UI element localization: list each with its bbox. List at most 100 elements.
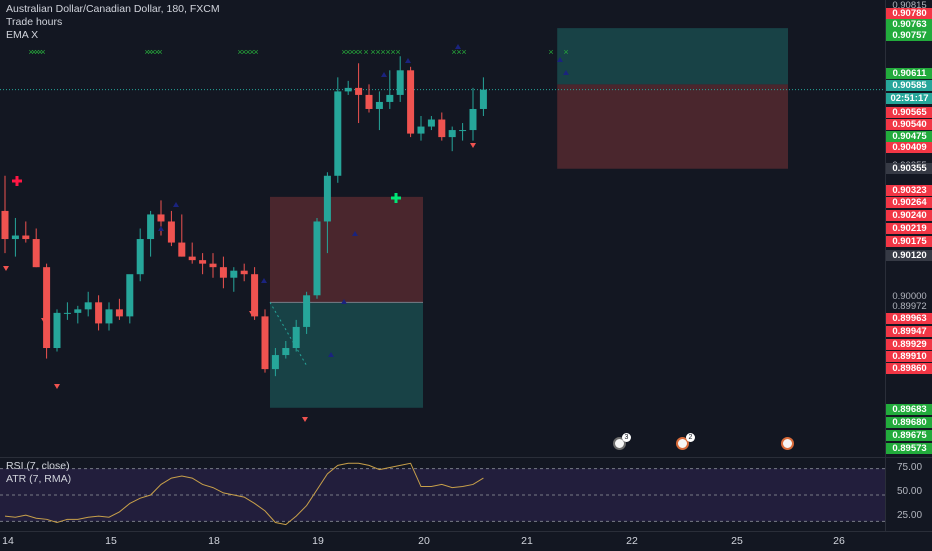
candle-body — [84, 302, 92, 310]
ema-cross-marker: × — [451, 47, 456, 57]
buy-signal-arrow — [455, 44, 461, 49]
candle-body — [1, 210, 9, 240]
price-badge: 0.89860 — [886, 363, 932, 374]
candle-body — [438, 119, 446, 138]
time-tick: 19 — [312, 535, 324, 547]
candle-body — [271, 355, 279, 370]
price-badge: 0.90120 — [886, 250, 932, 261]
price-badge: 0.89683 — [886, 404, 932, 415]
event-flag-icon[interactable] — [781, 437, 794, 450]
price-badge: 0.90355 — [886, 163, 932, 174]
ema-cross-marker: × — [345, 47, 350, 57]
symbol-title[interactable]: Australian Dollar/Canadian Dollar, 180, … — [6, 3, 220, 15]
candle-body — [178, 242, 186, 257]
price-badge: 02:51:17 — [886, 93, 932, 104]
ema-cross-marker: × — [390, 47, 395, 57]
price-badge: 0.90565 — [886, 107, 932, 118]
candle-body — [407, 70, 415, 134]
ema-cross-marker: × — [341, 47, 346, 57]
time-tick: 26 — [833, 535, 845, 547]
price-badge: 0.89573 — [886, 443, 932, 454]
ema-cross-marker: × — [375, 47, 380, 57]
ema-cross-marker: × — [37, 47, 42, 57]
short-position-profit-zone — [270, 302, 423, 408]
price-badge: 0.90409 — [886, 142, 932, 153]
candle-body — [115, 309, 123, 317]
candle-body — [230, 270, 238, 278]
candle-body — [303, 295, 311, 327]
sell-cross-marker — [15, 176, 19, 186]
ema-cross-marker: × — [40, 47, 45, 57]
ema-cross-marker: × — [237, 47, 242, 57]
buy-signal-arrow — [381, 72, 387, 77]
price-badge: 0.89675 — [886, 430, 932, 441]
price-scale[interactable]: 0.908150.903550.901200.900000.899720.897… — [885, 0, 932, 457]
price-tick: 0.90815 — [892, 0, 927, 11]
ema-cross-marker: × — [357, 47, 362, 57]
price-chart-pane[interactable]: × × × × × × × × × × × × × × × × × × × × × × × × × × × × × × × × Austral… — [0, 0, 885, 457]
event-count: 3 — [622, 433, 631, 442]
indicator-atr[interactable]: ATR (7, RMA) — [6, 473, 72, 485]
candle-body — [292, 326, 300, 349]
buy-signal-arrow — [405, 58, 411, 63]
long-position-profit-zone — [557, 28, 788, 85]
candle-body — [95, 302, 103, 324]
price-badge: 0.90240 — [886, 210, 932, 221]
ema-cross-marker: × — [31, 47, 36, 57]
ema-cross-marker: × — [253, 47, 258, 57]
ema-cross-marker: × — [144, 47, 149, 57]
price-badge: 0.90175 — [886, 236, 932, 247]
ema-cross-marker: × — [245, 47, 250, 57]
price-badge: 0.90264 — [886, 197, 932, 208]
candle-body — [355, 87, 363, 95]
candle-body — [126, 274, 134, 317]
event-flag-icon[interactable] — [676, 437, 689, 450]
buy-signal-arrow — [158, 226, 164, 231]
time-tick: 21 — [521, 535, 533, 547]
price-badge: 0.89910 — [886, 351, 932, 362]
candle-body — [417, 126, 425, 134]
price-badge: 0.90780 — [886, 8, 932, 19]
buy-signal-arrow — [341, 299, 347, 304]
ema-cross-marker: × — [34, 47, 39, 57]
ema-cross-marker: × — [395, 47, 400, 57]
ema-cross-marker: × — [461, 47, 466, 57]
indicator-rsi[interactable]: RSI (7, close) — [6, 460, 70, 472]
price-badge: 0.90763 — [886, 19, 932, 30]
rsi-chart[interactable] — [0, 458, 885, 532]
rsi-pane[interactable]: RSI (7, close) ATR (7, RMA) — [0, 457, 885, 532]
candle-body — [479, 89, 487, 109]
price-badge: 0.90475 — [886, 131, 932, 142]
candle-body — [74, 309, 82, 313]
sell-signal-arrow — [54, 384, 60, 389]
candle-body — [157, 214, 165, 222]
time-scale[interactable]: 14 15 18 19 20 21 22 25 26 — [0, 531, 932, 551]
ema-cross-marker: × — [370, 47, 375, 57]
candle-body — [375, 101, 383, 109]
indicator-ema-x[interactable]: EMA X — [6, 29, 39, 41]
ema-cross-marker: × — [563, 47, 568, 57]
sell-signal-arrow — [41, 318, 47, 323]
candle-body — [105, 309, 113, 324]
ema-cross-marker: × — [456, 47, 461, 57]
candle-body — [167, 221, 175, 243]
price-badge: 0.89680 — [886, 417, 932, 428]
candle-body — [199, 260, 207, 264]
buy-signal-arrow — [173, 202, 179, 207]
candle-body — [282, 348, 290, 356]
sell-signal-arrow — [470, 143, 476, 148]
buy-cross-marker — [394, 193, 398, 203]
candle-body — [334, 91, 342, 176]
time-tick: 20 — [418, 535, 430, 547]
candle-body — [251, 274, 259, 317]
long-position-risk-zone — [557, 84, 788, 169]
rsi-scale[interactable]: 75.00 50.00 25.00 — [885, 457, 932, 532]
ema-cross-marker: × — [385, 47, 390, 57]
indicator-trade-hours[interactable]: Trade hours — [6, 16, 63, 28]
price-badge: 0.90611 — [886, 68, 932, 79]
ema-cross-marker: × — [241, 47, 246, 57]
sell-signal-arrow — [302, 417, 308, 422]
price-badge: 0.90540 — [886, 119, 932, 130]
ema-cross-marker: × — [154, 47, 159, 57]
candlestick-chart[interactable]: ××××× ××××× ××××× ××××× × × × × × × × × × × × × — [0, 0, 885, 457]
